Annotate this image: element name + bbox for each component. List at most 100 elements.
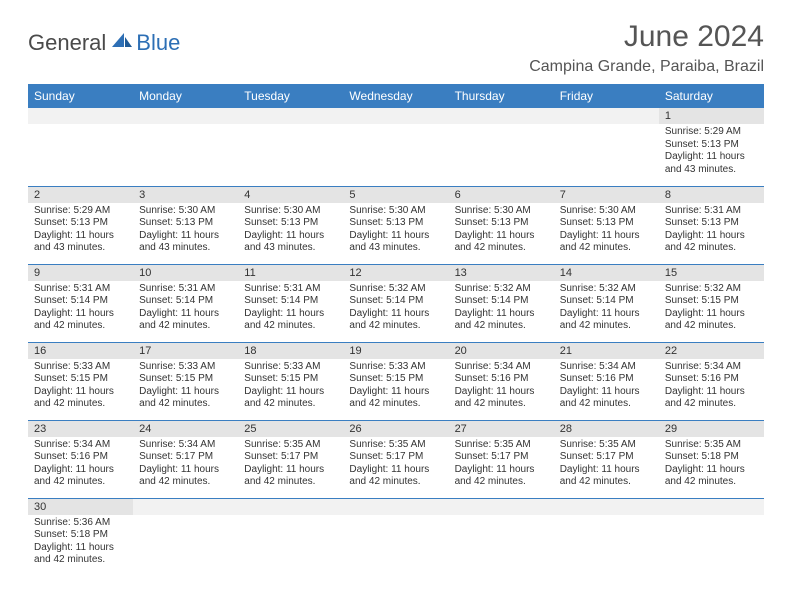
- day-details: Sunrise: 5:30 AMSunset: 5:13 PMDaylight:…: [238, 203, 343, 259]
- calendar-week-row: 1Sunrise: 5:29 AMSunset: 5:13 PMDaylight…: [28, 108, 764, 186]
- calendar-cell: 22Sunrise: 5:34 AMSunset: 5:16 PMDayligh…: [659, 342, 764, 420]
- calendar-cell: 5Sunrise: 5:30 AMSunset: 5:13 PMDaylight…: [343, 186, 448, 264]
- day-number: 18: [238, 343, 343, 359]
- day-number: [133, 499, 238, 515]
- sunrise-text: Sunrise: 5:35 AM: [349, 439, 442, 452]
- sunset-text: Sunset: 5:13 PM: [665, 217, 758, 230]
- calendar-cell: [554, 498, 659, 576]
- daylight-text: Daylight: 11 hours and 42 minutes.: [560, 464, 653, 489]
- day-details: Sunrise: 5:35 AMSunset: 5:17 PMDaylight:…: [238, 437, 343, 493]
- day-details: Sunrise: 5:35 AMSunset: 5:17 PMDaylight:…: [449, 437, 554, 493]
- calendar-cell: 7Sunrise: 5:30 AMSunset: 5:13 PMDaylight…: [554, 186, 659, 264]
- day-number: 8: [659, 187, 764, 203]
- daylight-text: Daylight: 11 hours and 42 minutes.: [244, 386, 337, 411]
- calendar-cell: 6Sunrise: 5:30 AMSunset: 5:13 PMDaylight…: [449, 186, 554, 264]
- daylight-text: Daylight: 11 hours and 43 minutes.: [34, 230, 127, 255]
- calendar-cell: 29Sunrise: 5:35 AMSunset: 5:18 PMDayligh…: [659, 420, 764, 498]
- day-details: Sunrise: 5:32 AMSunset: 5:14 PMDaylight:…: [343, 281, 448, 337]
- daylight-text: Daylight: 11 hours and 42 minutes.: [455, 386, 548, 411]
- sunset-text: Sunset: 5:13 PM: [244, 217, 337, 230]
- day-number: 23: [28, 421, 133, 437]
- day-details: Sunrise: 5:33 AMSunset: 5:15 PMDaylight:…: [238, 359, 343, 415]
- day-number: 25: [238, 421, 343, 437]
- daylight-text: Daylight: 11 hours and 42 minutes.: [244, 308, 337, 333]
- day-number: 10: [133, 265, 238, 281]
- sunrise-text: Sunrise: 5:31 AM: [139, 283, 232, 296]
- sunset-text: Sunset: 5:16 PM: [560, 373, 653, 386]
- calendar-week-row: 23Sunrise: 5:34 AMSunset: 5:16 PMDayligh…: [28, 420, 764, 498]
- day-details: Sunrise: 5:30 AMSunset: 5:13 PMDaylight:…: [133, 203, 238, 259]
- daylight-text: Daylight: 11 hours and 42 minutes.: [349, 464, 442, 489]
- sunset-text: Sunset: 5:13 PM: [665, 139, 758, 152]
- day-number: [659, 499, 764, 515]
- day-number: 16: [28, 343, 133, 359]
- sunrise-text: Sunrise: 5:30 AM: [560, 205, 653, 218]
- daylight-text: Daylight: 11 hours and 42 minutes.: [665, 308, 758, 333]
- sunset-text: Sunset: 5:13 PM: [139, 217, 232, 230]
- calendar-cell: 16Sunrise: 5:33 AMSunset: 5:15 PMDayligh…: [28, 342, 133, 420]
- calendar-cell: 23Sunrise: 5:34 AMSunset: 5:16 PMDayligh…: [28, 420, 133, 498]
- daylight-text: Daylight: 11 hours and 42 minutes.: [455, 464, 548, 489]
- day-number: 5: [343, 187, 448, 203]
- day-details: Sunrise: 5:36 AMSunset: 5:18 PMDaylight:…: [28, 515, 133, 571]
- daylight-text: Daylight: 11 hours and 42 minutes.: [560, 308, 653, 333]
- title-block: June 2024 Campina Grande, Paraiba, Brazi…: [529, 20, 764, 76]
- sunset-text: Sunset: 5:16 PM: [34, 451, 127, 464]
- sunrise-text: Sunrise: 5:32 AM: [349, 283, 442, 296]
- sunset-text: Sunset: 5:15 PM: [665, 295, 758, 308]
- sunrise-text: Sunrise: 5:33 AM: [139, 361, 232, 374]
- day-details: Sunrise: 5:34 AMSunset: 5:17 PMDaylight:…: [133, 437, 238, 493]
- day-details: Sunrise: 5:34 AMSunset: 5:16 PMDaylight:…: [28, 437, 133, 493]
- weekday-header: Friday: [554, 84, 659, 108]
- sunset-text: Sunset: 5:13 PM: [560, 217, 653, 230]
- sunrise-text: Sunrise: 5:36 AM: [34, 517, 127, 530]
- daylight-text: Daylight: 11 hours and 42 minutes.: [349, 308, 442, 333]
- sunrise-text: Sunrise: 5:30 AM: [244, 205, 337, 218]
- day-details: Sunrise: 5:34 AMSunset: 5:16 PMDaylight:…: [554, 359, 659, 415]
- sunset-text: Sunset: 5:13 PM: [349, 217, 442, 230]
- weekday-header: Wednesday: [343, 84, 448, 108]
- calendar-cell: 24Sunrise: 5:34 AMSunset: 5:17 PMDayligh…: [133, 420, 238, 498]
- day-number: 30: [28, 499, 133, 515]
- calendar-cell: 18Sunrise: 5:33 AMSunset: 5:15 PMDayligh…: [238, 342, 343, 420]
- day-number: [449, 108, 554, 124]
- calendar-cell: 1Sunrise: 5:29 AMSunset: 5:13 PMDaylight…: [659, 108, 764, 186]
- sunrise-text: Sunrise: 5:34 AM: [665, 361, 758, 374]
- daylight-text: Daylight: 11 hours and 42 minutes.: [139, 464, 232, 489]
- day-details: Sunrise: 5:33 AMSunset: 5:15 PMDaylight:…: [343, 359, 448, 415]
- sunrise-text: Sunrise: 5:30 AM: [139, 205, 232, 218]
- calendar-cell: [659, 498, 764, 576]
- day-number: 29: [659, 421, 764, 437]
- sunrise-text: Sunrise: 5:33 AM: [349, 361, 442, 374]
- calendar-cell: [133, 498, 238, 576]
- calendar-cell: 13Sunrise: 5:32 AMSunset: 5:14 PMDayligh…: [449, 264, 554, 342]
- calendar-cell: 8Sunrise: 5:31 AMSunset: 5:13 PMDaylight…: [659, 186, 764, 264]
- day-number: 28: [554, 421, 659, 437]
- month-title: June 2024: [529, 20, 764, 54]
- calendar-cell: [133, 108, 238, 186]
- calendar-cell: [449, 108, 554, 186]
- sunset-text: Sunset: 5:17 PM: [560, 451, 653, 464]
- calendar-cell: 2Sunrise: 5:29 AMSunset: 5:13 PMDaylight…: [28, 186, 133, 264]
- daylight-text: Daylight: 11 hours and 42 minutes.: [34, 464, 127, 489]
- sunrise-text: Sunrise: 5:34 AM: [560, 361, 653, 374]
- day-number: 14: [554, 265, 659, 281]
- daylight-text: Daylight: 11 hours and 42 minutes.: [665, 230, 758, 255]
- calendar-cell: [238, 498, 343, 576]
- day-number: [28, 108, 133, 124]
- sunset-text: Sunset: 5:18 PM: [665, 451, 758, 464]
- sunset-text: Sunset: 5:14 PM: [139, 295, 232, 308]
- day-number: [554, 499, 659, 515]
- day-number: 20: [449, 343, 554, 359]
- sunrise-text: Sunrise: 5:31 AM: [244, 283, 337, 296]
- weekday-header: Thursday: [449, 84, 554, 108]
- calendar-cell: 4Sunrise: 5:30 AMSunset: 5:13 PMDaylight…: [238, 186, 343, 264]
- day-details: Sunrise: 5:35 AMSunset: 5:17 PMDaylight:…: [554, 437, 659, 493]
- logo: General Blue: [28, 30, 180, 56]
- day-details: Sunrise: 5:32 AMSunset: 5:15 PMDaylight:…: [659, 281, 764, 337]
- day-number: 21: [554, 343, 659, 359]
- daylight-text: Daylight: 11 hours and 42 minutes.: [244, 464, 337, 489]
- daylight-text: Daylight: 11 hours and 42 minutes.: [139, 308, 232, 333]
- day-details: Sunrise: 5:32 AMSunset: 5:14 PMDaylight:…: [554, 281, 659, 337]
- sunset-text: Sunset: 5:17 PM: [349, 451, 442, 464]
